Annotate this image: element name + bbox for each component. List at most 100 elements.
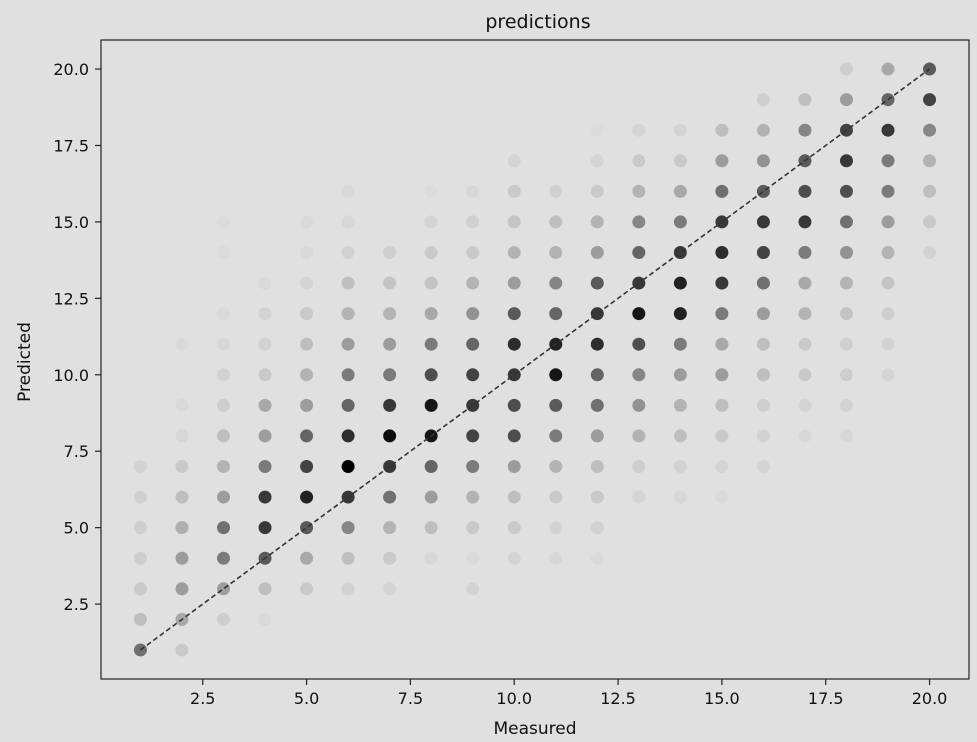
data-point (839, 398, 853, 412)
data-point (923, 215, 937, 229)
data-point (258, 429, 272, 443)
data-point (673, 460, 687, 474)
data-point (300, 276, 314, 290)
data-point (798, 215, 812, 229)
data-point (590, 429, 604, 443)
data-point (175, 429, 189, 443)
data-point (300, 307, 314, 321)
data-point (715, 245, 729, 259)
data-point (383, 429, 397, 443)
data-point (383, 245, 397, 259)
data-point (881, 154, 895, 168)
x-tick-label: 10.0 (496, 689, 532, 708)
data-point (549, 551, 563, 565)
data-point (590, 245, 604, 259)
data-point (756, 337, 770, 351)
data-point (507, 398, 521, 412)
data-point (673, 429, 687, 443)
data-point (383, 551, 397, 565)
data-point (881, 123, 895, 137)
data-point (923, 62, 937, 76)
data-point (798, 93, 812, 107)
data-point (300, 368, 314, 382)
data-point (507, 184, 521, 198)
data-point (549, 276, 563, 290)
data-point (383, 521, 397, 535)
data-point (923, 93, 937, 107)
data-point (839, 93, 853, 107)
data-point (175, 582, 189, 596)
data-point (673, 215, 687, 229)
data-point (715, 276, 729, 290)
data-point (881, 215, 895, 229)
data-point (673, 307, 687, 321)
data-point (383, 368, 397, 382)
data-point (466, 552, 479, 565)
data-point (839, 337, 853, 351)
x-tick-label: 7.5 (398, 689, 423, 708)
data-point (632, 184, 646, 198)
data-point (549, 429, 563, 443)
data-point (923, 245, 937, 259)
data-point (549, 490, 563, 504)
data-point (466, 215, 480, 229)
y-tick-label: 20.0 (53, 60, 89, 79)
data-point (466, 368, 480, 382)
data-point (300, 398, 314, 412)
data-point (300, 246, 313, 259)
data-point (341, 398, 355, 412)
data-point (217, 429, 231, 443)
data-point (715, 154, 729, 168)
data-point (549, 521, 563, 535)
data-point (341, 582, 355, 596)
data-point (466, 337, 480, 351)
data-point (133, 521, 147, 535)
data-point (258, 460, 272, 474)
data-point (756, 429, 770, 443)
data-point (342, 185, 355, 198)
data-point (217, 521, 231, 535)
data-point (756, 123, 770, 137)
data-point (632, 429, 646, 443)
data-point (632, 123, 646, 137)
data-point (300, 429, 314, 443)
data-point (881, 307, 895, 321)
data-point (424, 337, 438, 351)
data-point (383, 398, 397, 412)
data-point (424, 215, 438, 229)
data-point (341, 429, 355, 443)
data-point (590, 184, 604, 198)
data-point (466, 490, 480, 504)
data-point (881, 245, 895, 259)
y-tick-label: 10.0 (53, 366, 89, 385)
data-point (715, 123, 729, 137)
data-point (590, 337, 604, 351)
data-point (756, 245, 770, 259)
data-point (632, 398, 646, 412)
y-tick-label: 7.5 (64, 442, 89, 461)
data-point (839, 368, 853, 382)
data-point (798, 184, 812, 198)
data-point (507, 429, 521, 443)
reference-line-layer (139, 68, 931, 651)
data-point (839, 307, 853, 321)
data-point (632, 215, 646, 229)
data-point (673, 368, 687, 382)
data-point (383, 582, 397, 596)
data-point (549, 184, 563, 198)
data-point (673, 337, 687, 351)
data-point (217, 307, 230, 320)
data-point (632, 154, 646, 168)
data-point (424, 276, 438, 290)
data-point (217, 368, 231, 382)
data-point (424, 307, 438, 321)
data-point (341, 551, 355, 565)
data-point (341, 307, 355, 321)
data-point (425, 185, 438, 198)
data-point (591, 124, 604, 137)
y-tick-label: 12.5 (53, 289, 89, 308)
data-point (341, 521, 355, 535)
x-tick-label: 17.5 (808, 689, 844, 708)
data-point (590, 154, 604, 168)
data-point (549, 398, 563, 412)
